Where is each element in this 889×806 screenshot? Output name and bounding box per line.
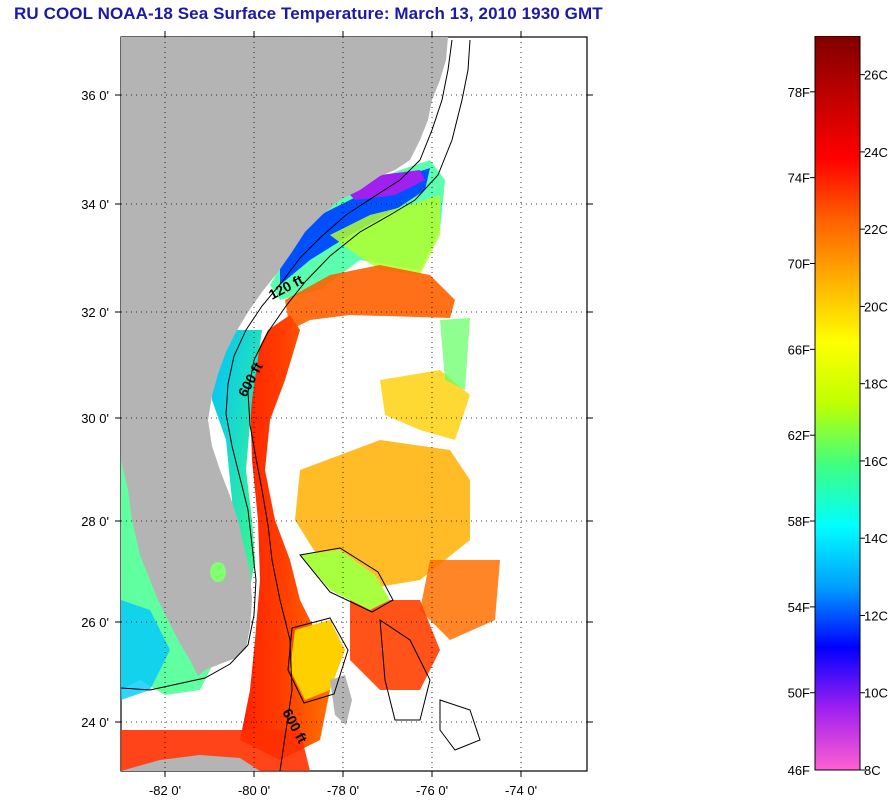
- celsius-label: 18C: [864, 377, 888, 392]
- fahrenheit-label: 78F: [788, 85, 810, 100]
- celsius-label: 16C: [864, 454, 888, 469]
- celsius-label: 22C: [864, 222, 888, 237]
- colorbar-gradient: [814, 35, 861, 771]
- celsius-label: 10C: [864, 686, 888, 701]
- celsius-label: 14C: [864, 531, 888, 546]
- fahrenheit-label: 70F: [788, 256, 810, 271]
- lon-label-76: -76 0': [416, 783, 448, 798]
- lon-label-82: -82 0': [149, 783, 181, 798]
- axis-ticks: [115, 31, 593, 777]
- land-mass: [121, 37, 448, 676]
- bahamas-land: [330, 675, 352, 725]
- map-title: RU COOL NOAA-18 Sea Surface Temperature:…: [14, 4, 603, 23]
- lat-label-24: 24 0': [81, 715, 109, 730]
- celsius-label: 8C: [864, 763, 881, 776]
- fahrenheit-label: 54F: [788, 600, 810, 615]
- lake-okeechobee: [210, 562, 226, 582]
- fahrenheit-label: 50F: [788, 686, 810, 701]
- lat-label-34: 34 0': [81, 197, 109, 212]
- depth-contours: [121, 39, 481, 771]
- lat-label-26: 26 0': [81, 615, 109, 630]
- lon-label-78: -78 0': [327, 783, 359, 798]
- celsius-label: 20C: [864, 299, 888, 314]
- lat-label-32: 32 0': [81, 305, 109, 320]
- lat-label-36: 36 0': [81, 88, 109, 103]
- celsius-label: 26C: [864, 68, 888, 83]
- cuba-land: [121, 755, 260, 771]
- lat-label-28: 28 0': [81, 514, 109, 529]
- fahrenheit-label: 58F: [788, 514, 810, 529]
- fahrenheit-label: 74F: [788, 171, 810, 186]
- fahrenheit-label: 66F: [788, 342, 810, 357]
- lon-label-80: -80 0': [238, 783, 270, 798]
- lat-label-30: 30 0': [81, 411, 109, 426]
- celsius-label: 24C: [864, 145, 888, 160]
- sst-map: 120 ft 600 ft 600 ft: [81, 31, 593, 798]
- temperature-colorbar: 78F 74F 70F 66F 62F 58F 54F 50F 46F 26C 24C 22C 20C…: [780, 35, 889, 780]
- celsius-label: 12C: [864, 608, 888, 623]
- fahrenheit-label: 62F: [788, 428, 810, 443]
- fahrenheit-label: 46F: [788, 763, 810, 776]
- lon-label-74: -74 0': [505, 783, 537, 798]
